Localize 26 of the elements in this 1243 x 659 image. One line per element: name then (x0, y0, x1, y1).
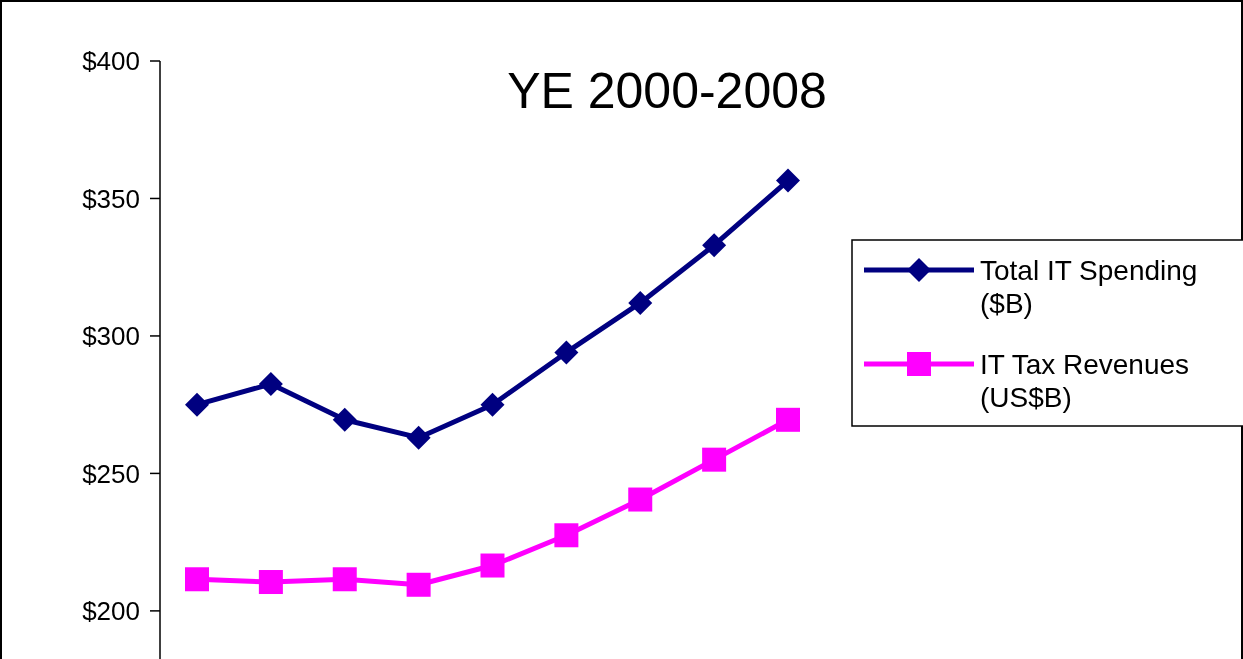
point (185, 392, 209, 417)
point (258, 570, 283, 595)
point (406, 572, 431, 597)
point (702, 233, 727, 258)
point (185, 567, 209, 592)
point (776, 168, 800, 193)
legend-label: Total IT Spending ($B) (980, 254, 1198, 320)
point (332, 407, 357, 432)
point (554, 523, 579, 548)
point (702, 447, 727, 472)
point (554, 340, 579, 365)
chart-title: YE 2000-2008 (507, 63, 827, 119)
point (628, 290, 653, 315)
point (628, 487, 653, 512)
point (776, 407, 800, 432)
point (332, 567, 357, 592)
point (480, 392, 505, 417)
y-tick-label: $200 (82, 595, 140, 626)
y-tick-label: $400 (82, 46, 140, 77)
point (406, 425, 431, 450)
y-tick-label: $350 (82, 183, 140, 214)
legend-label: IT Tax Revenues (US$B) (980, 348, 1190, 414)
y-tick-label: $300 (82, 321, 140, 352)
y-tick-label: $250 (82, 458, 140, 489)
point (480, 553, 505, 578)
point (258, 372, 283, 397)
